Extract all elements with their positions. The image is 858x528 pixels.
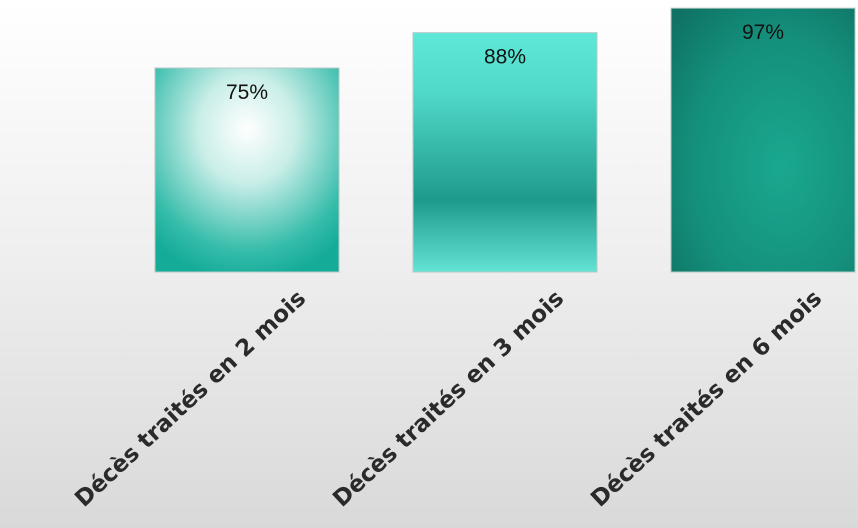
category-label-2: Décès traités en 3 mois xyxy=(328,285,569,512)
bar-3 xyxy=(670,7,856,273)
bar-value-label-1: 75% xyxy=(226,81,268,104)
category-label-3: Décès traités en 6 mois xyxy=(586,285,827,512)
bar-2 xyxy=(412,32,598,273)
bar-value-label-3: 97% xyxy=(742,21,784,44)
category-label-1: Décès traités en 2 mois xyxy=(70,285,311,512)
bar-1 xyxy=(154,67,340,273)
bar-value-label-2: 88% xyxy=(484,46,526,69)
